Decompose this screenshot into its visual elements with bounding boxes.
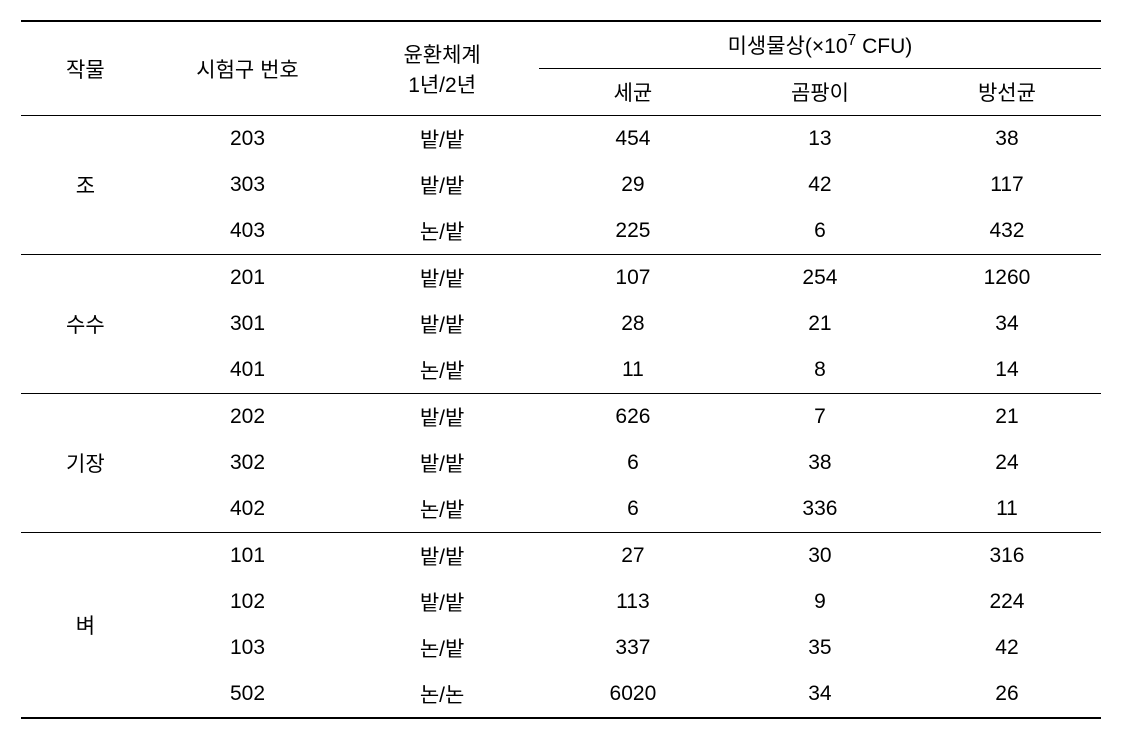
system-cell: 논/논 xyxy=(345,671,540,718)
bacteria-cell: 6 xyxy=(539,486,726,533)
system-cell: 밭/밭 xyxy=(345,255,540,302)
microbe-table: 작물 시험구 번호 윤환체계 1년/2년 미생물상(×107 CFU) 세균 곰… xyxy=(21,20,1101,719)
plot-cell: 402 xyxy=(150,486,345,533)
bacteria-cell: 225 xyxy=(539,208,726,255)
header-microbe-group: 미생물상(×107 CFU) xyxy=(539,21,1100,69)
header-microbe-suffix: CFU) xyxy=(856,35,912,58)
fungi-cell: 336 xyxy=(726,486,913,533)
actino-cell: 1260 xyxy=(913,255,1100,302)
plot-cell: 202 xyxy=(150,394,345,441)
actino-cell: 24 xyxy=(913,440,1100,486)
actino-cell: 26 xyxy=(913,671,1100,718)
plot-cell: 101 xyxy=(150,533,345,580)
plot-cell: 102 xyxy=(150,579,345,625)
fungi-cell: 254 xyxy=(726,255,913,302)
actino-cell: 14 xyxy=(913,347,1100,394)
header-microbe-exp: 7 xyxy=(848,32,857,49)
header-fungi: 곰팡이 xyxy=(726,69,913,116)
fungi-cell: 7 xyxy=(726,394,913,441)
system-cell: 논/밭 xyxy=(345,208,540,255)
system-cell: 논/밭 xyxy=(345,625,540,671)
plot-cell: 502 xyxy=(150,671,345,718)
header-crop: 작물 xyxy=(21,21,151,116)
system-cell: 밭/밭 xyxy=(345,440,540,486)
header-microbe-prefix: 미생물상(×10 xyxy=(728,35,848,58)
header-bacteria: 세균 xyxy=(539,69,726,116)
actino-cell: 11 xyxy=(913,486,1100,533)
table-row: 기장202밭/밭626721 xyxy=(21,394,1101,441)
bacteria-cell: 28 xyxy=(539,301,726,347)
table-row: 403논/밭2256432 xyxy=(21,208,1101,255)
table-row: 301밭/밭282134 xyxy=(21,301,1101,347)
header-system-line1: 윤환체계 xyxy=(403,44,480,67)
system-cell: 밭/밭 xyxy=(345,162,540,208)
table-row: 조203밭/밭4541338 xyxy=(21,116,1101,163)
bacteria-cell: 27 xyxy=(539,533,726,580)
system-cell: 밭/밭 xyxy=(345,116,540,163)
bacteria-cell: 454 xyxy=(539,116,726,163)
table-row: 302밭/밭63824 xyxy=(21,440,1101,486)
bacteria-cell: 337 xyxy=(539,625,726,671)
crop-cell: 조 xyxy=(21,116,151,255)
system-cell: 논/밭 xyxy=(345,486,540,533)
fungi-cell: 38 xyxy=(726,440,913,486)
system-cell: 밭/밭 xyxy=(345,533,540,580)
fungi-cell: 8 xyxy=(726,347,913,394)
crop-cell: 수수 xyxy=(21,255,151,394)
plot-cell: 303 xyxy=(150,162,345,208)
header-system: 윤환체계 1년/2년 xyxy=(345,21,540,116)
fungi-cell: 13 xyxy=(726,116,913,163)
header-plot: 시험구 번호 xyxy=(150,21,345,116)
actino-cell: 21 xyxy=(913,394,1100,441)
table-row: 수수201밭/밭1072541260 xyxy=(21,255,1101,302)
bacteria-cell: 113 xyxy=(539,579,726,625)
actino-cell: 224 xyxy=(913,579,1100,625)
fungi-cell: 34 xyxy=(726,671,913,718)
bacteria-cell: 626 xyxy=(539,394,726,441)
actino-cell: 117 xyxy=(913,162,1100,208)
table-body: 조203밭/밭4541338303밭/밭2942117403논/밭2256432… xyxy=(21,116,1101,719)
plot-cell: 201 xyxy=(150,255,345,302)
fungi-cell: 42 xyxy=(726,162,913,208)
bacteria-cell: 107 xyxy=(539,255,726,302)
actino-cell: 432 xyxy=(913,208,1100,255)
actino-cell: 42 xyxy=(913,625,1100,671)
plot-cell: 301 xyxy=(150,301,345,347)
plot-cell: 203 xyxy=(150,116,345,163)
data-table-container: 작물 시험구 번호 윤환체계 1년/2년 미생물상(×107 CFU) 세균 곰… xyxy=(21,20,1101,719)
crop-cell: 벼 xyxy=(21,533,151,719)
system-cell: 논/밭 xyxy=(345,347,540,394)
fungi-cell: 35 xyxy=(726,625,913,671)
system-cell: 밭/밭 xyxy=(345,579,540,625)
actino-cell: 38 xyxy=(913,116,1100,163)
fungi-cell: 6 xyxy=(726,208,913,255)
header-actino: 방선균 xyxy=(913,69,1100,116)
plot-cell: 103 xyxy=(150,625,345,671)
table-row: 303밭/밭2942117 xyxy=(21,162,1101,208)
table-row: 401논/밭11814 xyxy=(21,347,1101,394)
plot-cell: 302 xyxy=(150,440,345,486)
table-row: 벼101밭/밭2730316 xyxy=(21,533,1101,580)
table-row: 103논/밭3373542 xyxy=(21,625,1101,671)
plot-cell: 403 xyxy=(150,208,345,255)
bacteria-cell: 11 xyxy=(539,347,726,394)
bacteria-cell: 6020 xyxy=(539,671,726,718)
table-row: 502논/논60203426 xyxy=(21,671,1101,718)
fungi-cell: 9 xyxy=(726,579,913,625)
system-cell: 밭/밭 xyxy=(345,394,540,441)
table-row: 402논/밭633611 xyxy=(21,486,1101,533)
fungi-cell: 21 xyxy=(726,301,913,347)
actino-cell: 34 xyxy=(913,301,1100,347)
bacteria-cell: 29 xyxy=(539,162,726,208)
actino-cell: 316 xyxy=(913,533,1100,580)
fungi-cell: 30 xyxy=(726,533,913,580)
bacteria-cell: 6 xyxy=(539,440,726,486)
table-row: 102밭/밭1139224 xyxy=(21,579,1101,625)
header-system-line2: 1년/2년 xyxy=(408,74,476,97)
system-cell: 밭/밭 xyxy=(345,301,540,347)
crop-cell: 기장 xyxy=(21,394,151,533)
plot-cell: 401 xyxy=(150,347,345,394)
